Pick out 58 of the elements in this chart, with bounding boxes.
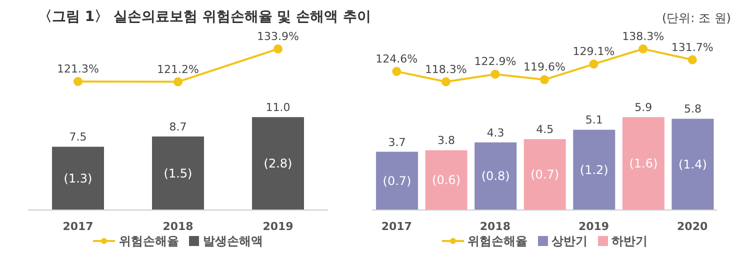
- point: [688, 55, 697, 64]
- annotation: (1.5): [164, 166, 192, 180]
- bar: [622, 117, 664, 210]
- point: [441, 77, 450, 86]
- data-label: 5.8: [684, 102, 702, 116]
- legend-label: 상반기: [550, 232, 588, 250]
- x-tick-label: 2019: [578, 220, 610, 233]
- data-label: 11.0: [266, 101, 290, 114]
- annotation: (0.8): [481, 169, 510, 184]
- data-label: 3.7: [388, 136, 406, 149]
- data-label: 7.5: [69, 130, 87, 144]
- data-label: 4.3: [486, 126, 504, 140]
- data-label: 8.7: [169, 120, 187, 134]
- bar: [672, 118, 714, 210]
- annotation: (1.2): [580, 162, 608, 177]
- point: [589, 60, 598, 69]
- legend-label: 위험손해율: [466, 232, 528, 250]
- annotation: (0.7): [530, 168, 560, 182]
- x-tick-label: 2017: [381, 220, 412, 233]
- annotation: (1.3): [64, 171, 92, 186]
- legend-label: 발생손해액: [202, 232, 263, 250]
- annotation: (2.8): [264, 156, 292, 171]
- legend-label: 위험손해율: [118, 232, 179, 250]
- data-label: 121.2%: [157, 62, 199, 76]
- x-tick-label: 2017: [62, 220, 94, 233]
- data-label: 121.3%: [57, 62, 99, 76]
- data-label: 122.9%: [474, 55, 516, 68]
- point: [540, 75, 549, 84]
- chart-title: 〈그림 1〉 실손의료보험 위험손해율 및 손해액 추이: [37, 8, 371, 27]
- data-label: 5.9: [634, 101, 652, 114]
- point: [392, 66, 402, 76]
- point: [638, 44, 648, 54]
- data-label: 124.6%: [376, 52, 418, 66]
- annotation: (0.6): [432, 173, 461, 188]
- bar: [376, 152, 418, 210]
- data-label: 131.7%: [671, 40, 714, 54]
- data-label: 119.6%: [524, 60, 566, 74]
- x-tick-label: 2018: [480, 220, 511, 233]
- point: [490, 70, 500, 79]
- data-label: 129.1%: [572, 45, 615, 58]
- bar: [425, 150, 468, 210]
- legend-label: 하반기: [610, 232, 648, 250]
- bar: [474, 142, 517, 210]
- x-tick-label: 2018: [162, 220, 194, 233]
- annotation: (1.6): [629, 156, 658, 171]
- chart-subtitle: (단위: 조 원): [662, 11, 731, 25]
- data-label: 138.3%: [622, 30, 664, 43]
- annotation: (1.4): [678, 157, 707, 172]
- bar: [524, 139, 566, 210]
- annotation: (0.7): [382, 174, 412, 188]
- data-label: 4.5: [536, 123, 554, 136]
- data-label: 133.9%: [257, 30, 299, 43]
- data-label: 118.3%: [424, 62, 467, 76]
- x-tick-label: 2020: [677, 220, 708, 233]
- x-tick-label: 2019: [262, 220, 294, 233]
- data-label: 3.8: [438, 134, 456, 148]
- bar: [573, 130, 616, 210]
- data-label: 5.1: [585, 114, 603, 127]
